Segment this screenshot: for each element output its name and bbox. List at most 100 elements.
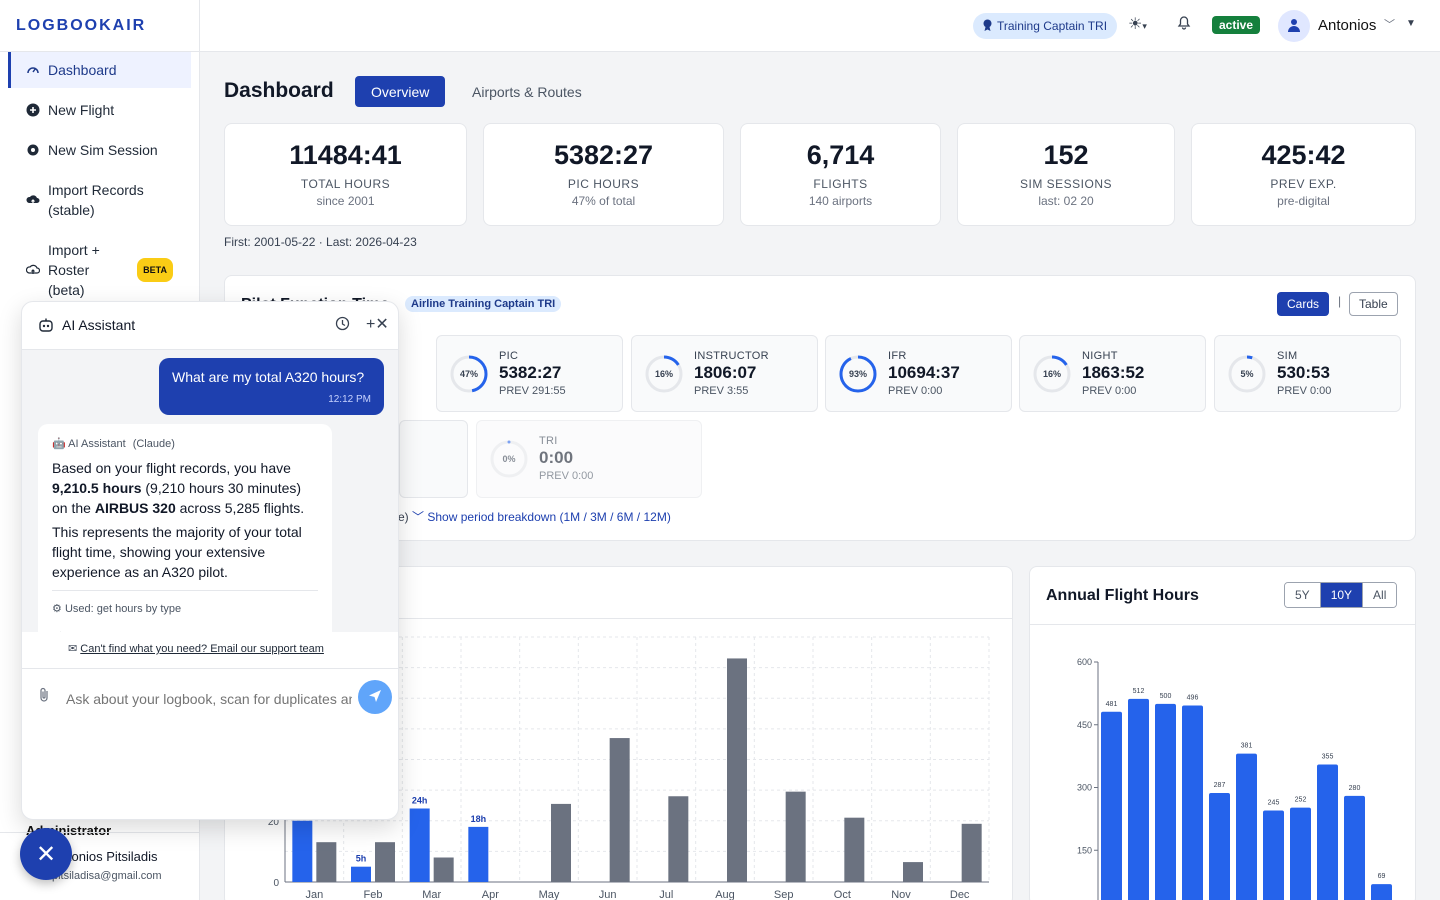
progress-ring — [450, 355, 488, 393]
caret-down-icon[interactable]: ▼ — [1406, 18, 1416, 29]
stat-value: 152 — [1043, 140, 1089, 170]
pilot-function-panel: Pilot Function Time Airline Training Cap… — [224, 275, 1416, 541]
sidebar-item-import-records[interactable]: Import Records (stable) — [8, 172, 191, 228]
function-card-hidden[interactable] — [399, 420, 468, 498]
footer-user-name: Antonios Pitsiladis — [52, 849, 158, 864]
user-name[interactable]: Antonios — [1318, 17, 1377, 34]
stat-label: SIM SESSIONS — [1019, 177, 1113, 191]
stat-label: PREV EXP. — [1270, 177, 1337, 191]
bar-value-label: 381 — [1241, 743, 1253, 750]
feedback-icons: 👍︎ 👎︎ — [52, 627, 318, 632]
pilot-function-badge: Airline Training Captain TRI — [405, 296, 562, 312]
sidebar-item-label: Dashboard — [48, 62, 117, 78]
range-10y-button[interactable]: 10Y — [1319, 583, 1363, 607]
x-tick-label: Dec — [950, 889, 970, 900]
x-tick-label: Jun — [599, 889, 617, 900]
percent-label: 5% — [1240, 369, 1254, 379]
view-table-button[interactable]: Table — [1349, 292, 1398, 316]
answer-on: on the — [52, 500, 91, 516]
role-badge[interactable]: Training Captain TRI — [973, 13, 1118, 39]
tab-overview[interactable]: Overview — [355, 76, 446, 107]
monthly-bar-chart: 0 20 Jan Feb 5h Mar 24h Apr 18h May Jun Jul Aug Sep Oc… — [268, 636, 990, 900]
stat-card-flights: 6,714 FLIGHTS 140 airports — [740, 123, 941, 226]
progress-ring — [490, 440, 528, 478]
progress-ring — [1228, 355, 1266, 393]
bar-value-label: 496 — [1187, 695, 1199, 702]
stat-sub: pre-digital — [1277, 194, 1330, 208]
thumbs-up-icon[interactable]: 👍︎ — [52, 631, 64, 632]
sidebar-item-new-sim-session[interactable]: New Sim Session — [8, 132, 191, 168]
sidebar-item-label: Import + Roster (beta) — [48, 242, 100, 298]
ai-message-input[interactable] — [66, 681, 352, 717]
function-name: PIC — [499, 350, 519, 362]
sun-icon: ☀ — [1128, 16, 1143, 33]
medal-icon — [983, 19, 992, 34]
theme-toggle-button[interactable]: ☀▾ — [1128, 14, 1147, 34]
thumbs-down-icon[interactable]: 👎︎ — [67, 631, 78, 632]
chevron-down-icon[interactable]: ﹀ — [1384, 19, 1395, 31]
sidebar-item-new-flight[interactable]: New Flight — [8, 92, 191, 128]
avatar[interactable] — [1278, 10, 1310, 42]
stat-sub: 47% of total — [571, 194, 636, 208]
answer-paragraph-2: This represents the majority of your tot… — [52, 524, 302, 580]
bar-value-label: 18h — [471, 814, 487, 824]
tools-used-label: Used: get hours by type — [64, 603, 182, 615]
function-card-pic[interactable]: 47% PIC 5382:27 PREV 291:55 — [436, 335, 623, 412]
answer-paragraph-1: Based on your flight records, you have 9… — [52, 458, 318, 518]
message-time: 12:12 PM — [328, 394, 371, 405]
beta-badge: BETA — [137, 258, 173, 282]
stat-sub: last: 02 20 — [1038, 194, 1094, 208]
x-tick-label: May — [539, 889, 560, 900]
answer-tail: across 5,285 flights. — [179, 500, 305, 516]
progress-ring — [1033, 355, 1071, 393]
function-prev: PREV 0:00 — [888, 385, 943, 397]
stat-value: 5382:27 — [553, 140, 654, 170]
function-card-ifr[interactable]: 93% IFR 10694:37 PREV 0:00 — [825, 335, 1012, 412]
app-logo[interactable]: LOGBOOKAIR — [0, 0, 199, 52]
divider — [1030, 624, 1415, 625]
period-breakdown-link[interactable]: e) ﹀ Show period breakdown (1M / 3M / 6M… — [398, 508, 671, 525]
sidebar-item-import-roster[interactable]: Import + Roster (beta) BETA — [8, 232, 191, 308]
breakdown-label: Show period breakdown (1M / 3M / 6M / 12… — [427, 510, 671, 524]
view-cards-button[interactable]: Cards — [1277, 292, 1330, 316]
send-icon — [368, 689, 382, 706]
function-card-tri[interactable]: 0% TRI 0:00 PREV 0:00 — [476, 420, 702, 498]
y-tick-label: 0 — [273, 878, 279, 889]
bar-value-label: 5h — [356, 854, 367, 864]
bar — [609, 738, 630, 882]
bell-icon — [1176, 16, 1192, 34]
percent-label: 16% — [654, 369, 673, 379]
bar-value-label: 355 — [1322, 753, 1334, 760]
assistant-message: 🤖 AI Assistant (Claude) Based on your fl… — [38, 424, 332, 632]
x-tick-label: Nov — [891, 889, 911, 900]
function-card-instructor[interactable]: 16% INSTRUCTOR 1806:07 PREV 3:55 — [631, 335, 818, 412]
function-card-night[interactable]: 16% NIGHT 1863:52 PREV 0:00 — [1019, 335, 1206, 412]
support-link-text: Can't find what you need? Email our supp… — [80, 643, 324, 655]
bar — [1290, 807, 1311, 900]
tab-airports-routes[interactable]: Airports & Routes — [472, 83, 582, 100]
stat-card-prev-exp: 425:42 PREV EXP. pre-digital — [1191, 123, 1416, 226]
user-profile-footer[interactable]: Antonios Pitsiladis pitsiladisa@gmail.co… — [0, 832, 200, 900]
notifications-button[interactable] — [1176, 14, 1192, 35]
sidebar-item-label: Import Records (stable) — [48, 182, 144, 218]
send-button[interactable] — [358, 680, 392, 714]
function-card-sim[interactable]: 5% SIM 530:53 PREV 0:00 — [1214, 335, 1401, 412]
ai-assistant-panel: AI Assistant +✕ What are my total A320 h… — [21, 301, 399, 820]
y-tick-label: 600 — [1077, 657, 1092, 667]
close-assistant-button[interactable]: ✕ — [20, 828, 72, 880]
cloud-upload-icon — [26, 193, 40, 207]
bar — [551, 803, 571, 882]
answer-aircraft: AIRBUS 320 — [94, 500, 176, 516]
sidebar-item-dashboard[interactable]: Dashboard — [8, 52, 191, 88]
history-icon[interactable] — [335, 316, 350, 335]
new-close-icon[interactable]: +✕ — [366, 316, 389, 333]
paperclip-icon[interactable] — [38, 687, 50, 707]
bar-value-label: 245 — [1268, 800, 1280, 807]
support-link[interactable]: ✉ Can't find what you need? Email our su… — [68, 642, 324, 655]
function-prev: PREV 0:00 — [1082, 385, 1137, 397]
range-5y-button[interactable]: 5Y — [1285, 583, 1320, 607]
range-all-button[interactable]: All — [1362, 583, 1397, 607]
gear-icon — [26, 143, 40, 157]
cloud-upload-icon — [26, 263, 40, 277]
function-prev: PREV 0:00 — [539, 470, 594, 482]
